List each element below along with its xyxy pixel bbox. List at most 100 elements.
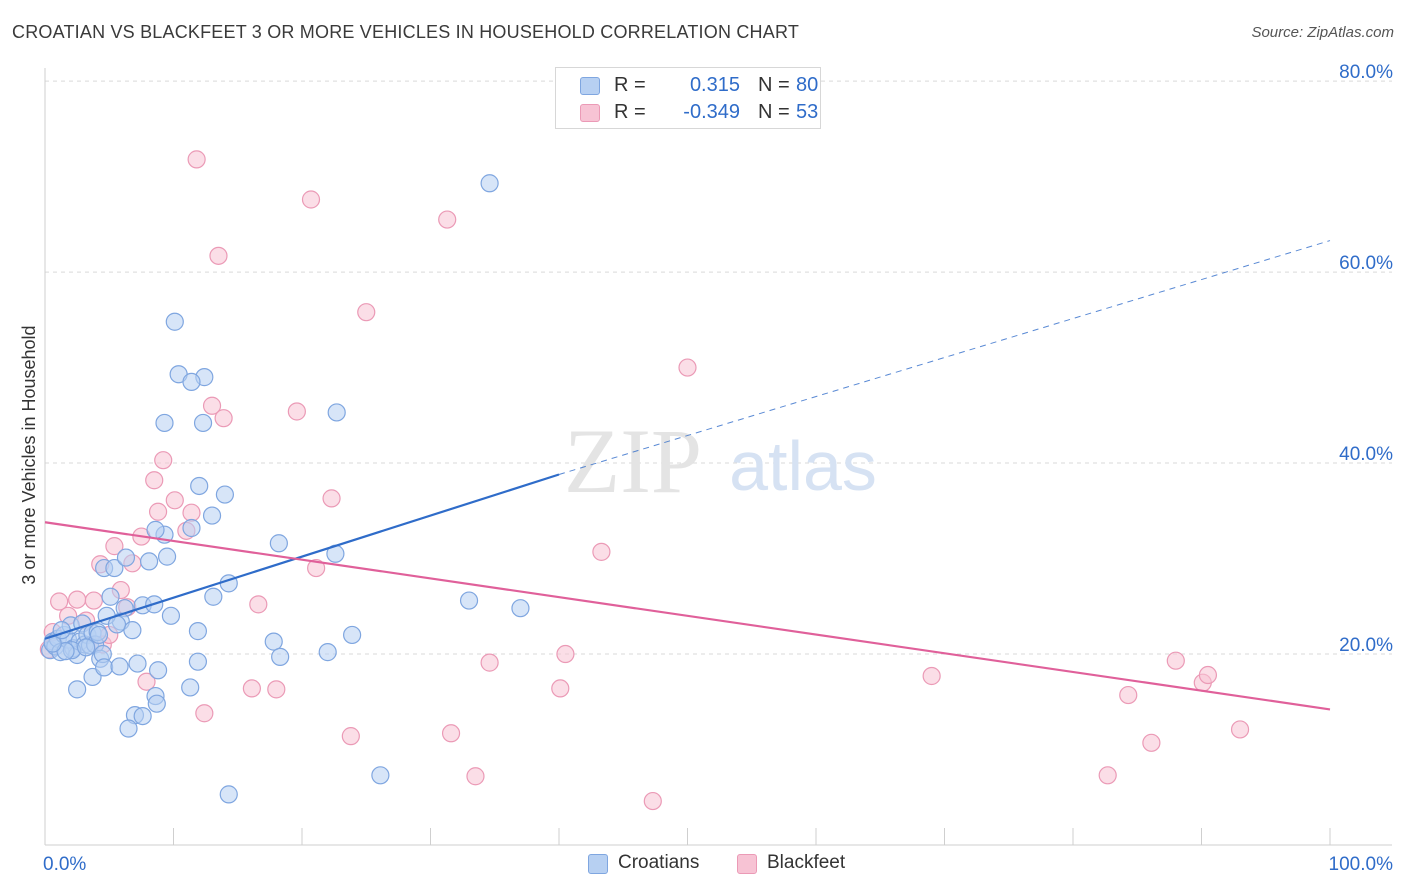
grid-lines xyxy=(45,80,1392,655)
croatians-point xyxy=(68,680,87,699)
legend-label-croatians: Croatians xyxy=(618,852,700,873)
croatians-point xyxy=(105,558,124,578)
blackfeet-point xyxy=(165,491,184,510)
croatians-point xyxy=(202,506,222,525)
trend-lines xyxy=(44,240,1331,711)
legend-r-value: 0.315 xyxy=(689,74,740,96)
croatians-point xyxy=(215,485,234,504)
croatians-point xyxy=(271,647,290,666)
croatians-point xyxy=(139,552,159,571)
y-tick-label: 20.0% xyxy=(1339,635,1393,656)
blackfeet-point xyxy=(301,190,321,209)
croatians-point xyxy=(146,520,165,539)
blackfeet-point xyxy=(242,679,261,698)
legend-swatch-blue xyxy=(580,77,600,95)
series-croatians-points xyxy=(41,174,530,804)
x-tick-label: 100.0% xyxy=(1329,854,1394,875)
croatians-trend-line xyxy=(44,473,560,640)
blackfeet-point xyxy=(148,502,168,521)
blackfeet-point xyxy=(1198,665,1218,685)
legend-r-label: R = xyxy=(614,74,646,96)
blackfeet-point xyxy=(322,489,341,508)
blackfeet-point xyxy=(480,653,499,672)
blackfeet-point xyxy=(1230,720,1250,739)
legend-swatch-pink xyxy=(580,104,600,122)
croatians-point xyxy=(133,706,152,726)
blackfeet-point xyxy=(643,791,662,811)
blackfeet-point xyxy=(1119,685,1138,705)
croatians-point xyxy=(264,632,283,651)
blackfeet-point xyxy=(182,503,201,522)
legend-r-value: -0.349 xyxy=(683,101,740,123)
croatians-point xyxy=(219,785,238,804)
blackfeet-point xyxy=(267,680,286,699)
croatians-point xyxy=(123,621,142,640)
croatians-point xyxy=(147,694,166,713)
chart-source: Source: ZipAtlas.com xyxy=(1251,24,1394,41)
croatians-point xyxy=(116,548,136,567)
watermark: ZIP atlas xyxy=(564,410,877,512)
blackfeet-point xyxy=(441,724,461,743)
croatians-point xyxy=(318,643,337,662)
croatians-point xyxy=(193,413,213,433)
croatians-point xyxy=(95,658,114,677)
croatians-point xyxy=(128,654,147,673)
croatians-point xyxy=(157,547,177,566)
croatians-trend-extension xyxy=(558,240,1331,475)
croatians-point xyxy=(182,518,201,538)
stats-legend: R = 0.315 N = 80 R = -0.349 N = 53 xyxy=(555,67,821,129)
blackfeet-point xyxy=(249,595,268,614)
legend-swatch-blue xyxy=(588,854,608,874)
blackfeet-point xyxy=(678,358,697,377)
croatians-point xyxy=(371,766,390,785)
croatians-point xyxy=(155,413,174,433)
croatians-point xyxy=(480,174,499,193)
blackfeet-point xyxy=(287,402,306,421)
blackfeet-point xyxy=(1166,651,1185,670)
y-tick-label: 40.0% xyxy=(1339,444,1393,465)
blackfeet-trend-line xyxy=(44,521,1331,711)
legend-n-value: 53 xyxy=(796,101,819,123)
legend-n-label: N = xyxy=(758,101,790,123)
croatians-point xyxy=(190,476,209,496)
blackfeet-point xyxy=(137,672,156,691)
legend-r-label: R = xyxy=(614,101,646,123)
blackfeet-point xyxy=(145,471,164,490)
chart-title: CROATIAN VS BLACKFEET 3 OR MORE VEHICLES… xyxy=(12,22,800,42)
croatians-point xyxy=(181,678,200,697)
croatians-point xyxy=(165,312,184,331)
legend-n-label: N = xyxy=(758,74,790,96)
blackfeet-point xyxy=(1142,733,1161,752)
blackfeet-point xyxy=(50,592,69,611)
croatians-point xyxy=(188,622,208,641)
croatians-point xyxy=(110,657,129,676)
series-blackfeet-points xyxy=(39,150,1250,811)
blackfeet-point xyxy=(438,210,457,229)
y-tick-label: 60.0% xyxy=(1339,253,1393,274)
blackfeet-point xyxy=(551,679,570,698)
blackfeet-point xyxy=(154,451,173,470)
croatians-point xyxy=(511,599,530,618)
blackfeet-point xyxy=(209,246,228,265)
croatians-point xyxy=(148,661,168,680)
watermark-zip: ZIP xyxy=(564,410,702,512)
croatians-point xyxy=(343,625,362,645)
blackfeet-point xyxy=(341,727,360,746)
legend-label-blackfeet: Blackfeet xyxy=(767,852,846,873)
blackfeet-point xyxy=(202,396,222,415)
croatians-point xyxy=(188,652,208,671)
axes xyxy=(44,68,1392,846)
croatians-point xyxy=(269,534,288,553)
blackfeet-point xyxy=(214,409,233,428)
blackfeet-point xyxy=(592,542,611,561)
blackfeet-point xyxy=(84,591,103,610)
y-tick-label: 80.0% xyxy=(1339,62,1393,83)
croatians-point xyxy=(119,719,138,738)
tick-labels: 20.0% 40.0% 60.0% 80.0% 0.0% 100.0% xyxy=(43,62,1393,875)
croatians-point xyxy=(77,638,96,657)
blackfeet-point xyxy=(105,537,124,556)
croatians-point xyxy=(101,587,120,606)
croatians-point xyxy=(161,606,181,625)
croatians-point xyxy=(89,625,109,645)
